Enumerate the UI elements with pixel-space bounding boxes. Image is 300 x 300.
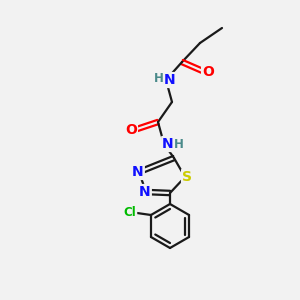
Text: H: H [154, 73, 164, 85]
Text: Cl: Cl [124, 206, 136, 220]
Text: N: N [164, 73, 176, 87]
Text: O: O [125, 123, 137, 137]
Text: S: S [182, 170, 192, 184]
Text: O: O [202, 65, 214, 79]
Text: N: N [132, 165, 144, 179]
Text: H: H [174, 139, 184, 152]
Text: N: N [162, 137, 174, 151]
Text: N: N [139, 185, 151, 199]
